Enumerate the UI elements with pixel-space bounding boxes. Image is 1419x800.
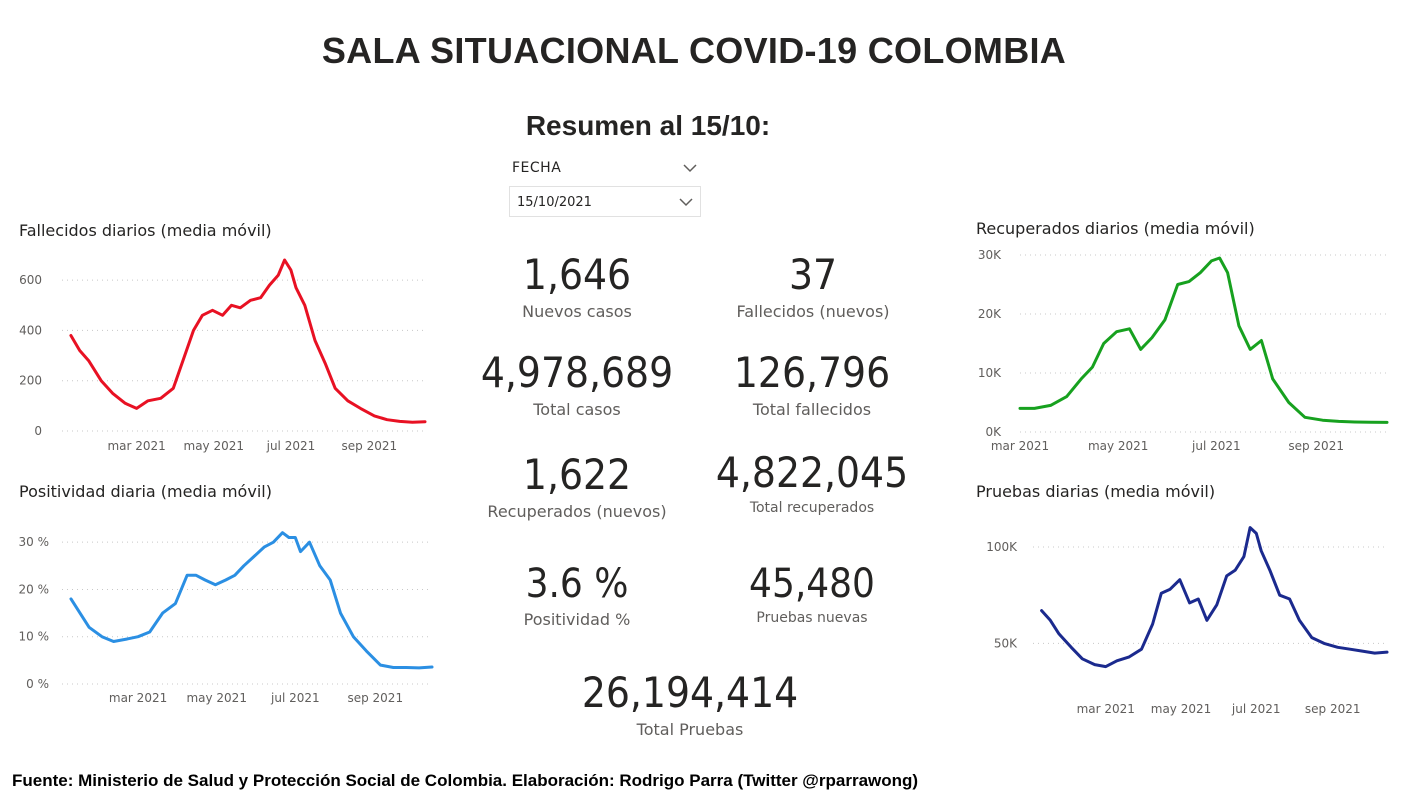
y-tick-label: 400 [19, 323, 42, 337]
x-tick-label: jul 2021 [270, 691, 320, 705]
kpi-label: Fallecidos (nuevos) [736, 302, 890, 321]
slicer-header-label: FECHA [512, 160, 562, 176]
chevron-down-icon [679, 198, 693, 207]
kpi-value: 126,796 [733, 348, 891, 397]
series-line-fallecidos [69, 258, 427, 424]
x-tick-label: mar 2021 [1077, 702, 1135, 716]
chart-pruebas: 50K 100K mar 2021 may 2021 jul 2021 sep 2021 [986, 526, 1389, 716]
x-tick-label: may 2021 [184, 439, 245, 453]
chart-title-pruebas: Pruebas diarias (media móvil) [976, 482, 1216, 501]
y-tick-label: 600 [19, 273, 42, 287]
kpi-label: Total recuperados [749, 500, 875, 516]
chart-title-fallecidos: Fallecidos diarios (media móvil) [19, 221, 272, 240]
kpi-nuevos-casos: 1,646 Nuevos casos [477, 250, 677, 322]
x-tick-label: sep 2021 [342, 439, 398, 453]
kpi-label: Total casos [533, 400, 621, 419]
x-tick-label: may 2021 [1088, 439, 1149, 453]
chart-title-positividad: Positividad diaria (media móvil) [19, 482, 272, 501]
x-tick-label: mar 2021 [107, 439, 165, 453]
kpi-label: Pruebas nuevas [756, 610, 868, 626]
kpi-value: 4,978,689 [480, 348, 674, 397]
x-tick-label: jul 2021 [1191, 439, 1241, 453]
x-tick-label: sep 2021 [1305, 702, 1361, 716]
page-title: SALA SITUACIONAL COVID-19 COLOMBIA [321, 30, 1067, 71]
x-tick-label: sep 2021 [1288, 439, 1344, 453]
kpi-pruebas-nuevas: 45,480 Pruebas nuevas [712, 564, 912, 626]
kpi-label: Total fallecidos [752, 400, 872, 419]
chevron-down-icon[interactable] [682, 160, 698, 176]
x-tick-label: mar 2021 [109, 691, 167, 705]
kpi-total-fallecidos: 126,796 Total fallecidos [697, 348, 927, 420]
y-tick-label: 10K [978, 366, 1002, 380]
y-tick-label: 20 % [19, 582, 50, 596]
kpi-value: 3.6 % [525, 561, 629, 607]
x-tick-label: mar 2021 [991, 439, 1049, 453]
date-slicer-dropdown[interactable]: 15/10/2021 [509, 186, 701, 217]
chart-positividad: 0 % 10 % 20 % 30 % mar 2021 may 2021 jul 2021 s… [19, 531, 434, 705]
y-tick-label: 30K [978, 248, 1002, 262]
x-tick-label: jul 2021 [1231, 702, 1281, 716]
x-tick-label: jul 2021 [266, 439, 316, 453]
kpi-value: 45,480 [749, 561, 875, 607]
y-tick-label: 10 % [19, 630, 50, 644]
y-tick-label: 50K [994, 636, 1018, 650]
kpi-value: 37 [788, 250, 838, 299]
y-tick-label: 30 % [19, 535, 50, 549]
chart-recuperados: 0K 10K 20K 30K mar 2021 may 2021 jul 2021 sep 2… [978, 248, 1389, 453]
y-tick-label: 200 [19, 374, 42, 388]
kpi-total-casos: 4,978,689 Total casos [462, 348, 692, 420]
series-line-pruebas [1040, 526, 1389, 669]
date-slicer-value: 15/10/2021 [517, 195, 592, 210]
kpi-label: Recuperados (nuevos) [487, 502, 667, 521]
kpi-total-pruebas: 26,194,414 Total Pruebas [540, 668, 840, 740]
series-line-positividad [69, 531, 434, 670]
y-tick-label: 0K [985, 425, 1002, 439]
x-tick-label: may 2021 [1151, 702, 1212, 716]
kpi-label: Nuevos casos [522, 302, 632, 321]
y-tick-label: 100K [986, 540, 1018, 554]
kpi-value: 4,822,045 [715, 448, 909, 497]
kpi-fallecidos-nuevos: 37 Fallecidos (nuevos) [713, 250, 913, 322]
kpi-total-recuperados: 4,822,045 Total recuperados [692, 448, 932, 517]
y-tick-label: 0 [34, 424, 42, 438]
kpi-value: 1,646 [522, 250, 632, 299]
kpi-label: Positividad % [523, 610, 631, 629]
kpi-label: Total Pruebas [636, 720, 744, 739]
source-footer: Fuente: Ministerio de Salud y Protección… [12, 771, 919, 790]
kpi-positividad: 3.6 % Positividad % [477, 564, 677, 629]
y-tick-label: 0 % [26, 677, 49, 691]
kpi-value: 1,622 [522, 450, 632, 499]
chart-title-recuperados: Recuperados diarios (media móvil) [976, 219, 1255, 238]
summary-subtitle: Resumen al 15/10: [525, 110, 771, 141]
kpi-recuperados-nuevos: 1,622 Recuperados (nuevos) [457, 450, 697, 522]
series-line-recuperados [1018, 256, 1389, 424]
x-tick-label: sep 2021 [347, 691, 403, 705]
kpi-value: 26,194,414 [581, 668, 799, 717]
chart-fallecidos: 0 200 400 600 mar 2021 may 2021 jul 2021 sep 20… [19, 258, 427, 453]
x-tick-label: may 2021 [186, 691, 247, 705]
y-tick-label: 20K [978, 307, 1002, 321]
